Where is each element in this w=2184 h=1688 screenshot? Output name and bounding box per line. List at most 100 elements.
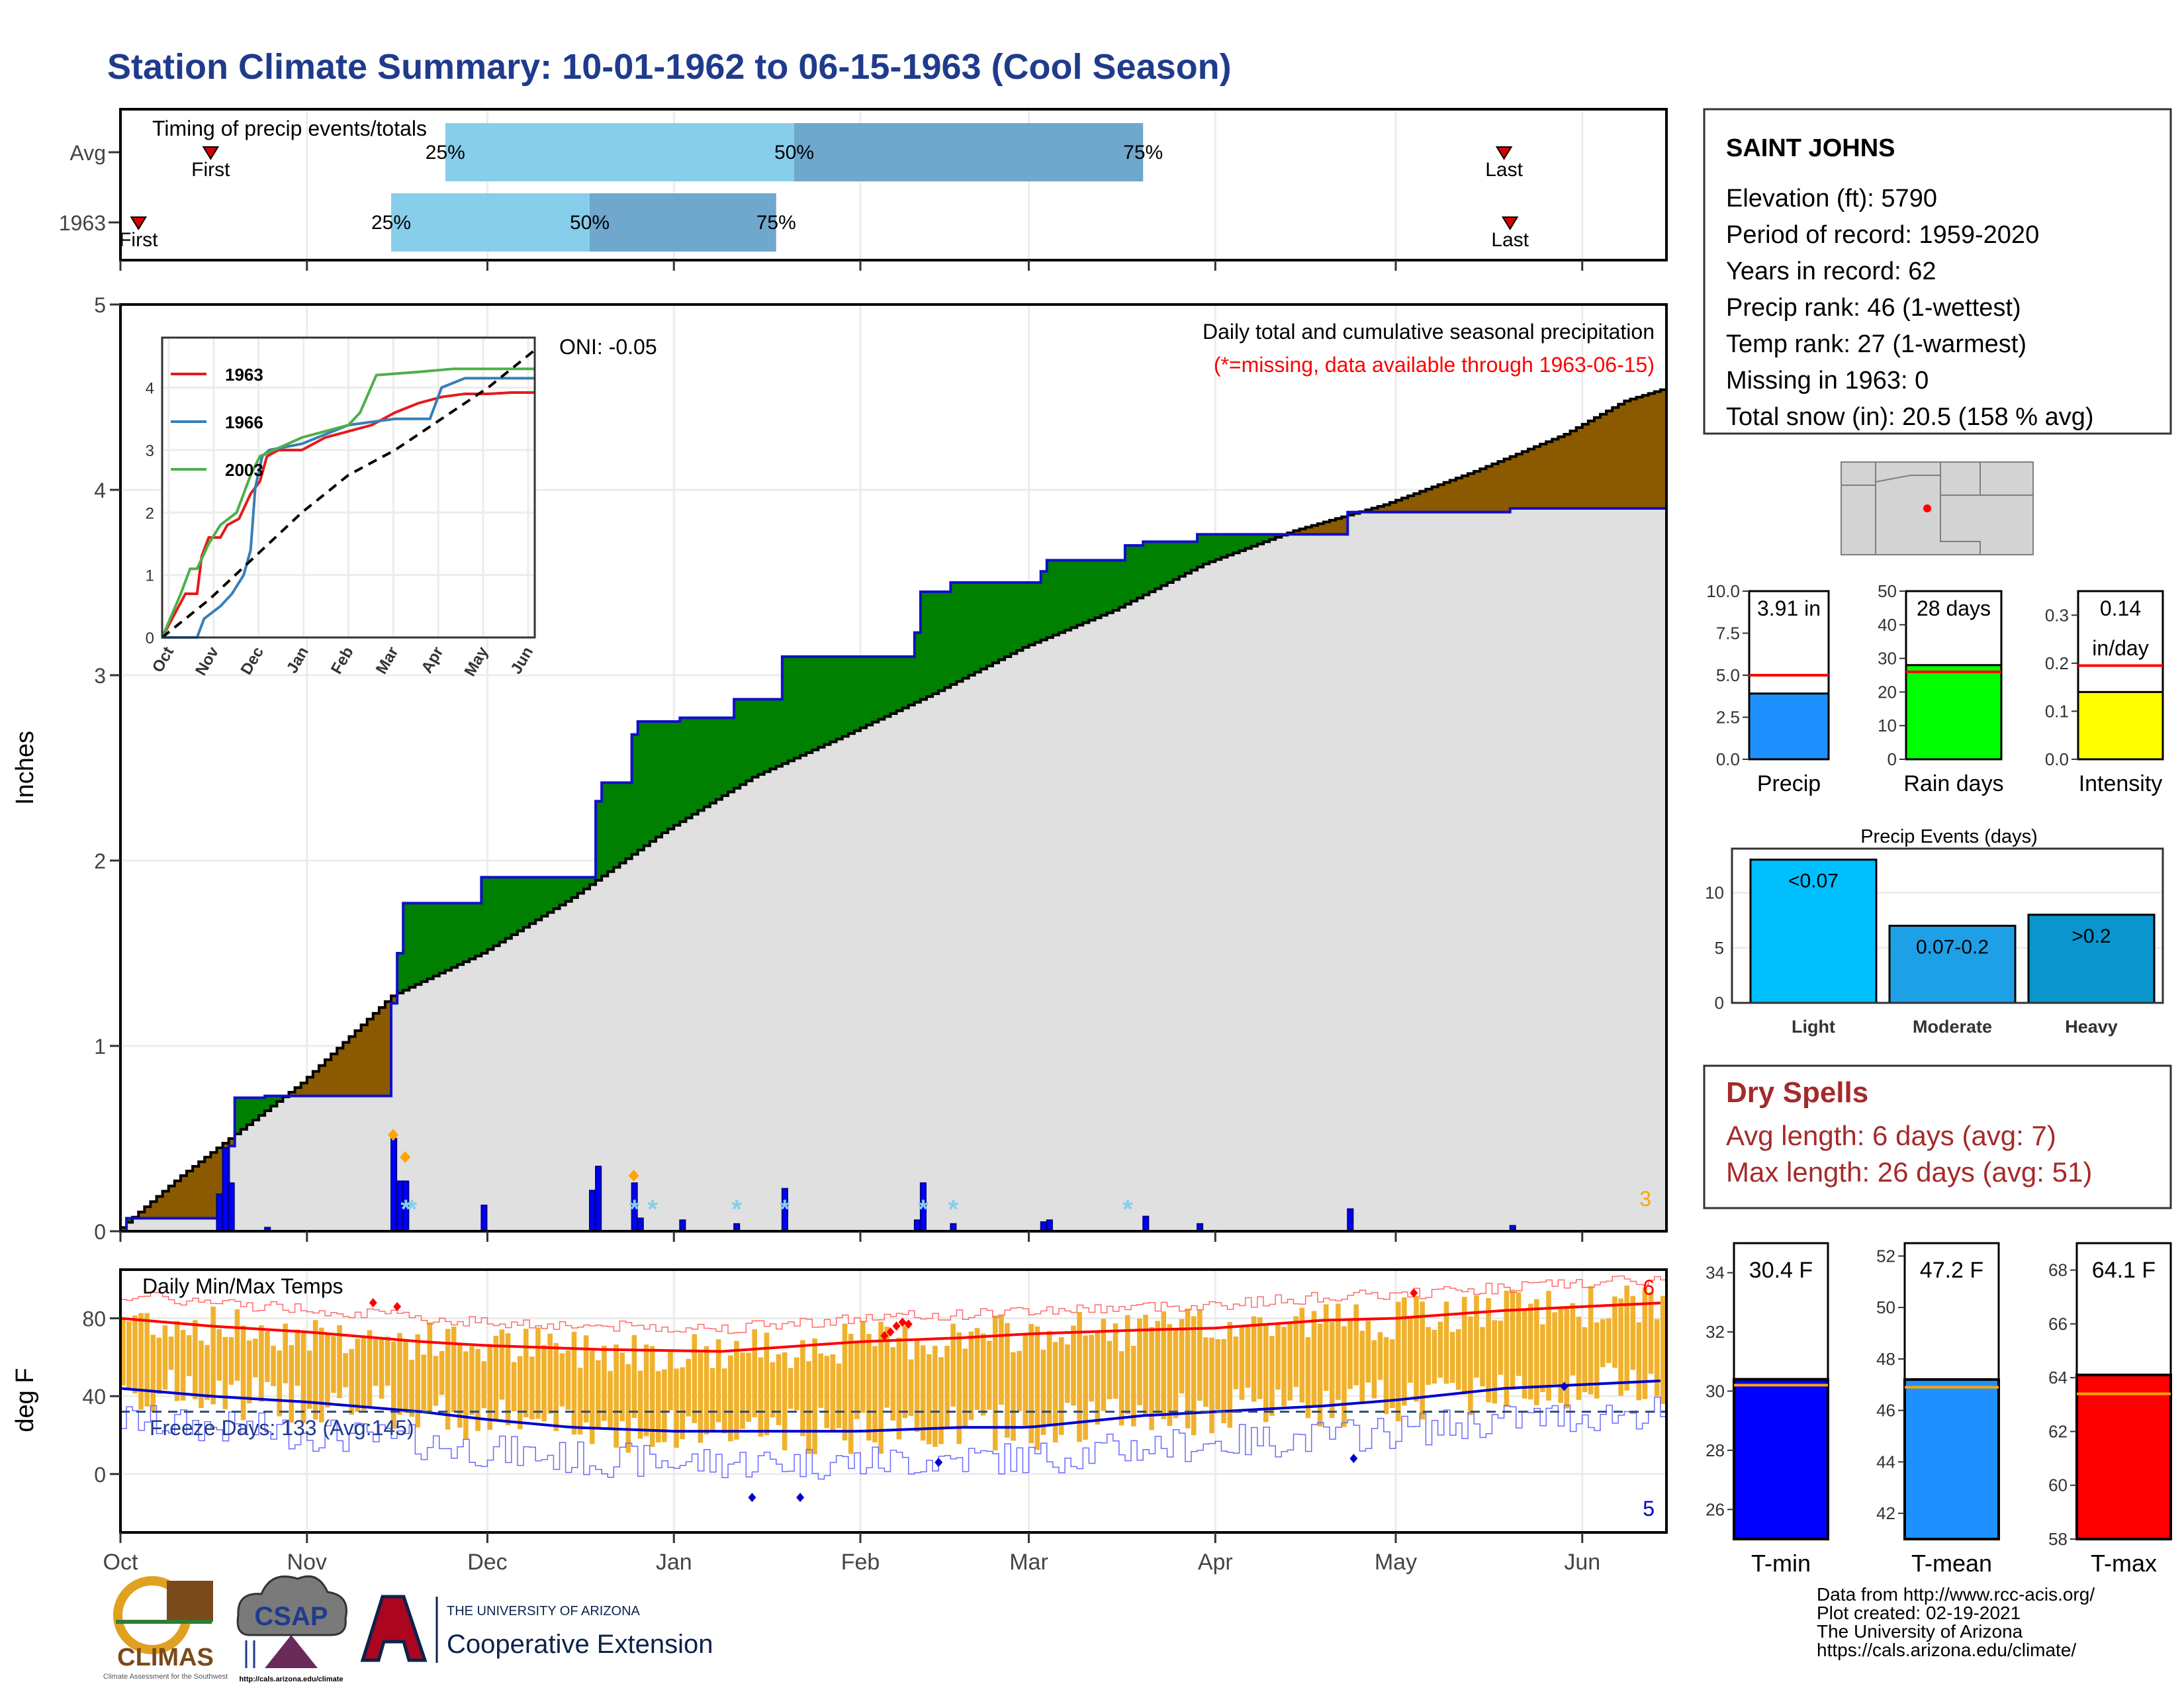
daily-precip-bar <box>390 1138 398 1232</box>
cum-baseline-fill <box>602 876 608 1231</box>
station-info-line: Years in record: 62 <box>1726 258 1936 285</box>
cum-baseline-fill <box>956 681 964 1231</box>
cum-baseline-fill <box>240 1129 248 1231</box>
temp-bar-tick-label: 28 <box>1706 1440 1725 1460</box>
cum-above-average-fill <box>427 903 434 979</box>
temp-bar-value <box>1733 1378 1829 1541</box>
daily-temp-range-bar <box>1137 1318 1142 1405</box>
daily-temp-range-bar <box>259 1325 264 1402</box>
daily-temp-range-bar <box>589 1350 595 1444</box>
cum-below-average-fill <box>1582 424 1589 508</box>
cum-below-average-fill <box>144 1207 152 1219</box>
cum-below-average-fill <box>1498 461 1505 512</box>
cum-above-average-fill <box>1197 534 1204 567</box>
cum-baseline-fill <box>944 687 951 1231</box>
cum-baseline-fill <box>1215 559 1222 1231</box>
ua-logo-top-text: THE UNIVERSITY OF ARIZONA <box>447 1604 641 1618</box>
daily-temp-range-bar <box>1101 1319 1107 1411</box>
inset-y-tick-label: 0 <box>146 630 154 647</box>
cum-baseline-fill <box>1455 512 1463 1231</box>
cum-below-average-fill <box>1594 417 1601 508</box>
cum-baseline-fill <box>1155 588 1162 1231</box>
cum-baseline-fill <box>1173 579 1180 1231</box>
cum-below-average-fill <box>205 1157 211 1219</box>
cum-below-average-fill <box>1486 466 1493 512</box>
cum-above-average-fill <box>872 657 879 722</box>
daily-temp-range-bar <box>325 1334 330 1408</box>
daily-temp-range-bar <box>1600 1319 1606 1368</box>
csap-mountain-icon <box>265 1635 318 1668</box>
credit-line: Plot created: 02-19-2021 <box>1817 1603 2021 1623</box>
cum-baseline-fill <box>583 888 590 1231</box>
daily-temp-range-bar <box>1636 1322 1642 1401</box>
cum-baseline-fill <box>746 780 752 1231</box>
cum-above-average-fill <box>800 657 807 756</box>
cum-above-average-fill <box>758 699 765 774</box>
cum-above-average-fill <box>553 877 561 909</box>
daily-precip-bar <box>216 1194 223 1232</box>
cum-baseline-fill <box>619 863 627 1231</box>
daily-temp-range-bar <box>848 1333 854 1454</box>
cum-above-average-fill <box>1167 541 1174 583</box>
daily-temp-range-bar <box>457 1344 463 1428</box>
daily-temp-range-bar <box>246 1340 252 1403</box>
temp-y-tick-label: 40 <box>82 1385 106 1409</box>
cum-baseline-fill <box>283 1097 290 1231</box>
daily-temp-range-bar <box>680 1367 685 1440</box>
cum-baseline-fill <box>349 1096 356 1231</box>
daily-temp-range-bar <box>884 1327 889 1408</box>
cum-above-average-fill <box>487 877 494 950</box>
daily-temp-range-bar <box>1034 1326 1040 1450</box>
cum-above-average-fill <box>475 903 482 957</box>
daily-temp-range-bar <box>240 1325 246 1421</box>
cum-observed-line <box>120 506 1668 1233</box>
cum-baseline-fill <box>517 931 524 1231</box>
cum-above-average-fill <box>782 657 789 764</box>
cum-baseline-fill <box>1347 515 1354 1231</box>
cum-baseline-fill <box>1516 508 1523 1231</box>
cum-above-average-fill <box>926 592 933 697</box>
daily-temp-range-bar <box>1383 1336 1389 1415</box>
cum-above-average-fill <box>1155 541 1162 589</box>
cum-above-average-fill <box>1239 534 1246 551</box>
cum-below-average-fill <box>1654 391 1661 508</box>
daily-temp-range-bar <box>289 1344 295 1423</box>
cum-baseline-fill <box>1052 635 1060 1231</box>
cum-above-average-fill <box>541 877 548 916</box>
cum-baseline-fill <box>541 916 548 1231</box>
cum-baseline-fill <box>343 1096 350 1231</box>
cum-baseline-fill <box>295 1096 302 1231</box>
cum-above-average-fill <box>547 877 555 913</box>
cum-below-average-fill <box>1504 459 1511 512</box>
daily-temp-range-bar <box>926 1354 932 1444</box>
cum-below-average-fill <box>1600 414 1607 508</box>
events-panel-border <box>1731 847 2164 1004</box>
daily-temp-range-bar <box>277 1350 282 1417</box>
daily-temp-range-bar <box>721 1368 727 1434</box>
daily-temp-range-bar <box>156 1337 162 1395</box>
cum-baseline-fill <box>1191 570 1198 1231</box>
cum-baseline-fill <box>1461 512 1469 1231</box>
daily-temp-range-bar <box>1576 1317 1582 1400</box>
daily-temp-range-bar <box>439 1351 445 1395</box>
cum-baseline-fill <box>1449 512 1457 1231</box>
cum-above-average-fill <box>517 877 524 931</box>
cum-above-average-fill <box>565 877 572 902</box>
cum-above-average-fill <box>890 657 897 714</box>
daily-temp-range-bar <box>1612 1296 1617 1368</box>
cum-below-average-fill <box>1492 463 1499 512</box>
cum-above-average-fill <box>1095 560 1102 618</box>
daily-temp-range-bar <box>1118 1351 1124 1426</box>
small-bar-value-label: 0.14 <box>2100 596 2141 620</box>
timing-first-label: First <box>191 159 230 181</box>
daily-temp-range-bar <box>427 1322 433 1412</box>
precip-y-tick-label: 1 <box>94 1035 106 1058</box>
cum-baseline-fill <box>397 993 404 1231</box>
record-precip-marker <box>628 1170 639 1182</box>
snow-marker: * <box>918 1195 929 1224</box>
timing-q50-q75-bar <box>589 193 776 252</box>
cum-baseline-fill <box>1600 508 1607 1231</box>
cum-baseline-fill <box>715 799 723 1231</box>
timing-q75-label: 75% <box>1123 142 1163 164</box>
cum-baseline-fill <box>1311 534 1318 1232</box>
